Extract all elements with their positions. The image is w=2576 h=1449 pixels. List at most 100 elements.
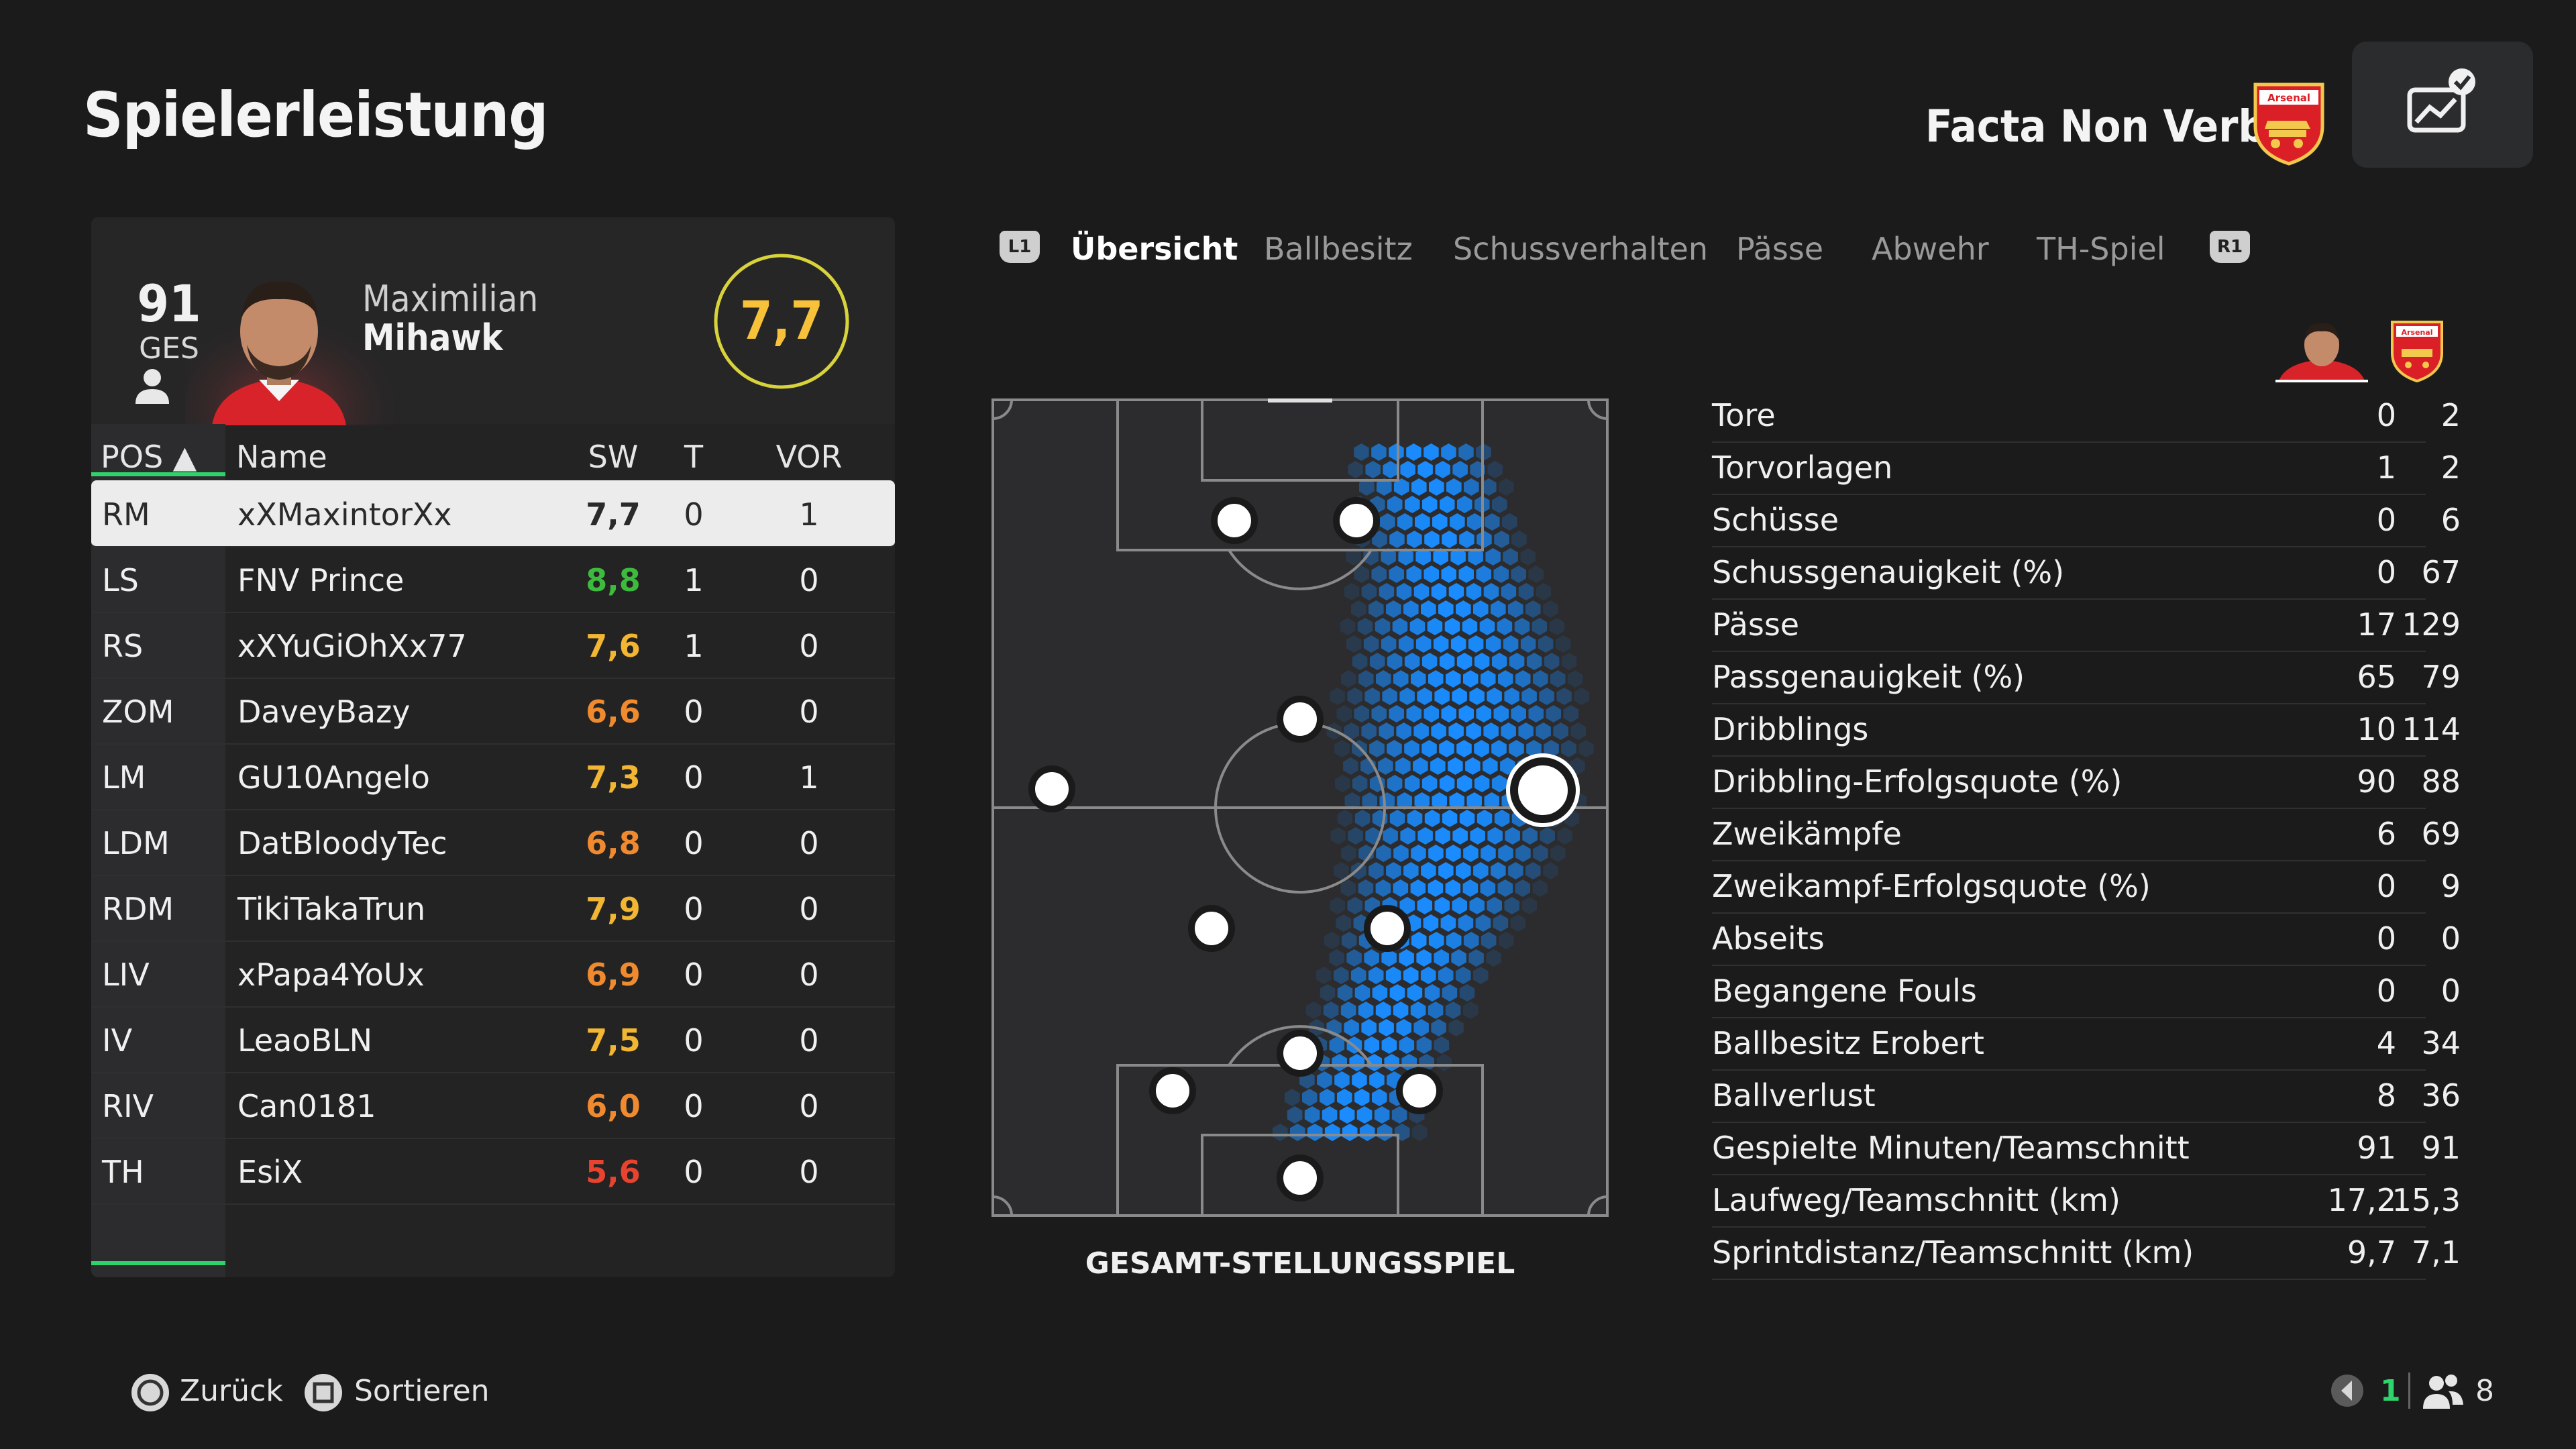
cell-match-rating: 6,8 <box>586 825 641 861</box>
cell-player-name: EsiX <box>237 1154 303 1190</box>
stat-team-value: 91 <box>2421 1130 2461 1166</box>
cell-goals: 0 <box>684 694 704 730</box>
stat-label: Passgenauigkeit (%) <box>1712 659 2025 695</box>
page-title: Spielerleistung <box>83 79 549 151</box>
cell-match-rating: 6,0 <box>586 1088 641 1124</box>
l1-button-icon[interactable]: L1 <box>1000 231 1040 263</box>
club-crest-icon: Arsenal <box>2249 79 2329 166</box>
stat-player-value: 6 <box>2376 816 2396 852</box>
cell-position: RIV <box>102 1088 154 1124</box>
cell-player-name: DaveyBazy <box>237 694 411 730</box>
table-row[interactable]: RM xXMaxintorXx 7,7 0 1 <box>91 480 895 547</box>
stat-player-value: 17 <box>2357 606 2396 643</box>
r1-button-icon[interactable]: R1 <box>2210 231 2250 263</box>
cell-assists: 0 <box>799 1154 819 1190</box>
stat-row: Zweikämpfe 6 69 <box>1712 808 2461 861</box>
stat-label: Tore <box>1712 397 1776 433</box>
stat-row: Dribbling-Erfolgsquote (%) 90 88 <box>1712 755 2461 809</box>
stat-player-value: 1 <box>2376 449 2396 486</box>
stat-team-value: 69 <box>2421 816 2461 852</box>
person-icon <box>133 366 172 408</box>
cell-player-name: Can0181 <box>237 1088 376 1124</box>
table-row[interactable]: RDM TikiTakaTrun 7,9 0 0 <box>91 875 895 942</box>
stat-row: Tore 0 2 <box>1712 389 2461 443</box>
stat-row: Dribblings 10 114 <box>1712 703 2461 757</box>
table-row[interactable]: RIV Can0181 6,0 0 0 <box>91 1072 895 1139</box>
cell-assists: 0 <box>799 1088 819 1124</box>
stat-team-value: 114 <box>2402 711 2461 747</box>
chart-check-icon <box>2407 68 2475 133</box>
stat-team-value: 7,1 <box>2411 1234 2461 1271</box>
cell-position: TH <box>102 1154 144 1190</box>
table-row[interactable]: LDM DatBloodyTec 6,8 0 0 <box>91 809 895 876</box>
cell-position: LS <box>102 562 139 598</box>
stat-label: Pässe <box>1712 606 1800 643</box>
table-row[interactable]: IV LeaoBLN 7,5 0 0 <box>91 1006 895 1073</box>
player-first-name: Maximilian <box>362 278 539 320</box>
column-header-vor[interactable]: VOR <box>775 439 843 475</box>
tab-ballbesitz[interactable]: Ballbesitz <box>1264 231 1413 267</box>
cell-position: RM <box>102 496 150 533</box>
column-header-sw[interactable]: SW <box>588 439 639 475</box>
table-row[interactable]: LIV xPapa4YoUx 6,9 0 0 <box>91 941 895 1008</box>
table-row[interactable]: TH EsiX 5,6 0 0 <box>91 1138 895 1205</box>
tab-th-spiel[interactable]: TH-Spiel <box>2037 231 2165 267</box>
column-header-pos[interactable]: POS ▲ <box>101 439 197 475</box>
sort-label[interactable]: Sortieren <box>354 1374 490 1408</box>
performance-tracker-button[interactable] <box>2352 42 2533 168</box>
cell-assists: 0 <box>799 891 819 927</box>
tab-abwehr[interactable]: Abwehr <box>1872 231 1989 267</box>
cell-match-rating: 8,8 <box>586 562 641 598</box>
mic-count: 1 <box>2380 1374 2401 1408</box>
cell-position: RS <box>102 628 144 664</box>
stat-player-value: 9,7 <box>2347 1234 2396 1271</box>
stat-team-value: 34 <box>2421 1025 2461 1061</box>
stat-label: Schussgenauigkeit (%) <box>1712 554 2065 590</box>
back-label[interactable]: Zurück <box>180 1374 283 1408</box>
cell-goals: 0 <box>684 1154 704 1190</box>
stat-player-value: 8 <box>2376 1077 2396 1114</box>
stat-label: Torvorlagen <box>1712 449 1893 486</box>
player-last-name: Mihawk <box>362 317 503 359</box>
stat-label: Dribbling-Erfolgsquote (%) <box>1712 763 2123 800</box>
cell-assists: 0 <box>799 957 819 993</box>
cell-goals: 0 <box>684 496 704 533</box>
stat-player-value: 0 <box>2376 920 2396 957</box>
square-button-icon[interactable] <box>302 1371 345 1417</box>
stat-label: Zweikampf-Erfolgsquote (%) <box>1712 868 2151 904</box>
table-row[interactable]: LS FNV Prince 8,8 1 0 <box>91 546 895 613</box>
cell-player-name: TikiTakaTrun <box>237 891 426 927</box>
cell-match-rating: 7,6 <box>586 628 641 664</box>
stat-row: Passgenauigkeit (%) 65 79 <box>1712 651 2461 704</box>
tab-uebersicht[interactable]: Übersicht <box>1071 231 1238 267</box>
heatmap-caption: GESAMT-STELLUNGSSPIEL <box>1085 1246 1515 1281</box>
cell-goals: 0 <box>684 957 704 993</box>
table-row[interactable]: RS xXYuGiOhXx77 7,6 1 0 <box>91 612 895 679</box>
party-icon <box>2419 1371 2466 1414</box>
match-rating-ring <box>714 254 849 389</box>
cell-assists: 0 <box>799 562 819 598</box>
cell-player-name: FNV Prince <box>237 562 405 598</box>
stats-club-crest-icon: Arsenal <box>2387 318 2447 383</box>
table-row[interactable]: ZOM DaveyBazy 6,6 0 0 <box>91 678 895 745</box>
stat-player-value: 0 <box>2376 868 2396 904</box>
position-column-background <box>91 424 225 1277</box>
table-row[interactable]: LM GU10Angelo 7,3 0 1 <box>91 743 895 810</box>
circle-button-icon[interactable] <box>129 1371 172 1417</box>
stat-team-value: 15,3 <box>2392 1182 2461 1218</box>
stat-team-value: 67 <box>2421 554 2461 590</box>
cell-position: LDM <box>102 825 170 861</box>
sort-indicator-underline <box>91 472 225 476</box>
pitch-lines <box>992 398 1608 1217</box>
cell-goals: 0 <box>684 1022 704 1059</box>
column-header-name[interactable]: Name <box>236 439 327 475</box>
stat-team-value: 129 <box>2402 606 2461 643</box>
stat-player-value: 0 <box>2376 554 2396 590</box>
column-header-t[interactable]: T <box>684 439 704 475</box>
stat-row: Schüsse 0 6 <box>1712 494 2461 547</box>
tab-schussverhalten[interactable]: Schussverhalten <box>1453 231 1708 267</box>
stat-label: Schüsse <box>1712 502 1839 538</box>
cell-goals: 1 <box>684 628 704 664</box>
position-column-bottom-line <box>91 1261 225 1265</box>
tab-paesse[interactable]: Pässe <box>1736 231 1824 267</box>
